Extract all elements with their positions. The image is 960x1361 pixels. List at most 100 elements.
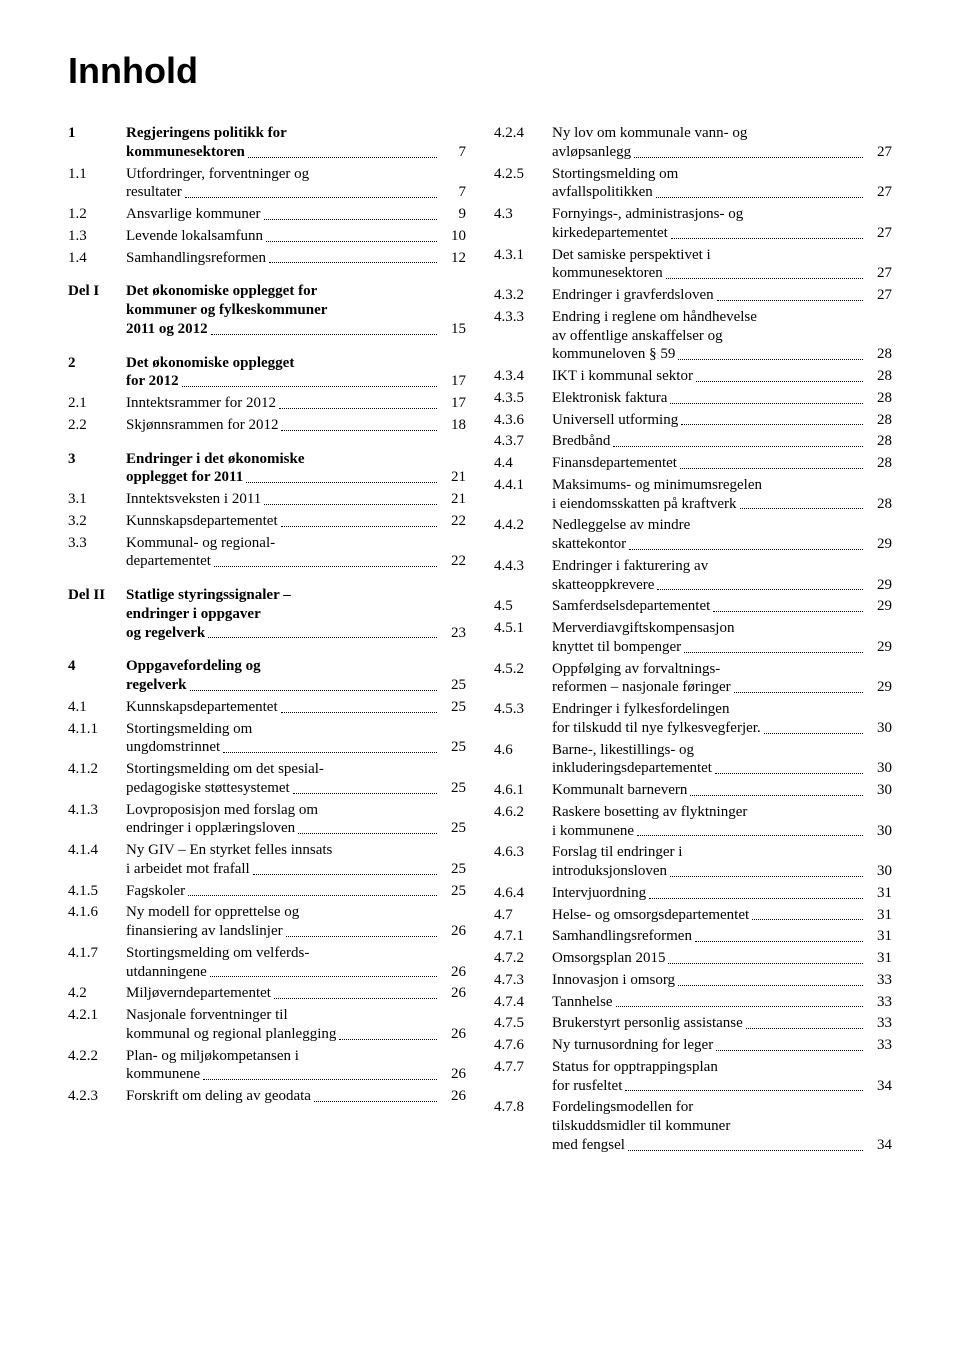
- toc-section-number: 4.3.6: [494, 411, 552, 430]
- toc-entry-label: skatteoppkrevere: [552, 576, 654, 595]
- toc-entry-label: med fengsel: [552, 1136, 625, 1155]
- toc-entry: 4.6.1Kommunalt barnevern30: [494, 781, 892, 800]
- toc-entry-label: Kommunal- og regional-: [126, 534, 466, 553]
- toc-column-right: 4.2.4Ny lov om kommunale vann- ogavløpsa…: [494, 124, 892, 1158]
- toc-entry: 4.3.7Bredbånd28: [494, 432, 892, 451]
- toc-leader-dots: [188, 895, 437, 896]
- toc-entry-label: for rusfeltet: [552, 1077, 622, 1096]
- toc-entry: 4.7.5Brukerstyrt personlig assistanse33: [494, 1014, 892, 1033]
- toc-entry: 4.2.1Nasjonale forventninger til: [68, 1006, 466, 1025]
- toc-entry-label: kommunesektoren: [126, 143, 245, 162]
- toc-entry: departementet22: [68, 552, 466, 571]
- page-title: Innhold: [68, 50, 892, 92]
- toc-leader-dots: [281, 526, 437, 527]
- toc-page-number: 25: [440, 738, 466, 757]
- toc-section-number: 3.1: [68, 490, 126, 509]
- toc-entry-label: kommuneloven § 59: [552, 345, 675, 364]
- toc-entry: resultater7: [68, 183, 466, 202]
- toc-entry-label: reformen – nasjonale føringer: [552, 678, 731, 697]
- toc-leader-dots: [208, 637, 437, 638]
- toc-entry-label: kommunesektoren: [552, 264, 663, 283]
- toc-entry-label: Fagskoler: [126, 882, 185, 901]
- toc-page-number: 28: [866, 389, 892, 408]
- toc-entry-label: Inntektsveksten i 2011: [126, 490, 261, 509]
- toc-entry: 4.3Fornyings-, administrasjons- og: [494, 205, 892, 224]
- toc-leader-dots: [637, 835, 863, 836]
- toc-entry-label: i kommunene: [552, 822, 634, 841]
- toc-entry: 4.3.3Endring i reglene om håndhevelse: [494, 308, 892, 327]
- toc-entry: 4.4Finansdepartementet28: [494, 454, 892, 473]
- toc-section-number: 4.3.2: [494, 286, 552, 305]
- toc-leader-dots: [281, 712, 437, 713]
- toc-entry-label: kommunal og regional planlegging: [126, 1025, 336, 1044]
- toc-leader-dots: [613, 446, 863, 447]
- toc-entry-label: Forskrift om deling av geodata: [126, 1087, 311, 1106]
- toc-section-number: 1.2: [68, 205, 126, 224]
- toc-entry: inkluderingsdepartementet30: [494, 759, 892, 778]
- toc-leader-dots: [668, 963, 863, 964]
- toc-entry-label: endringer i opplæringsloven: [126, 819, 295, 838]
- toc-page-number: 34: [866, 1136, 892, 1155]
- toc-entry: for rusfeltet34: [494, 1077, 892, 1096]
- toc-entry-label: Bredbånd: [552, 432, 610, 451]
- toc-section-number: 4.6.2: [494, 803, 552, 822]
- toc-entry: 4.2Miljøverndepartementet26: [68, 984, 466, 1003]
- toc-entry-label: endringer i oppgaver: [126, 605, 466, 624]
- toc-entry: avfallspolitikken27: [494, 183, 892, 202]
- toc-leader-dots: [616, 1006, 863, 1007]
- toc-page-number: 25: [440, 860, 466, 879]
- toc-entry-label: tilskuddsmidler til kommuner: [552, 1117, 892, 1136]
- toc-entry-label: avløpsanlegg: [552, 143, 631, 162]
- toc-entry-label: Levende lokalsamfunn: [126, 227, 263, 246]
- toc-leader-dots: [190, 690, 437, 691]
- toc-leader-dots: [681, 424, 863, 425]
- toc-section-number: 4.6.4: [494, 884, 552, 903]
- toc-entry-label: regelverk: [126, 676, 187, 695]
- toc-page-number: 22: [440, 552, 466, 571]
- toc-entry: i arbeidet mot frafall25: [68, 860, 466, 879]
- toc-entry: endringer i opplæringsloven25: [68, 819, 466, 838]
- toc-entry: for tilskudd til nye fylkesvegferjer.30: [494, 719, 892, 738]
- toc-entry-label: Miljøverndepartementet: [126, 984, 271, 1003]
- toc-leader-dots: [678, 985, 863, 986]
- toc-entry-label: Intervjuordning: [552, 884, 646, 903]
- toc-entry: Del IIStatlige styringssignaler –: [68, 586, 466, 605]
- toc-section-number: 4.7.1: [494, 927, 552, 946]
- toc-leader-dots: [211, 334, 437, 335]
- toc-entry-label: Stortingsmelding om: [552, 165, 892, 184]
- toc-leader-dots: [279, 408, 437, 409]
- toc-section-number: 4.4: [494, 454, 552, 473]
- toc-entry-label: Skjønnsrammen for 2012: [126, 416, 278, 435]
- toc-leader-dots: [734, 692, 863, 693]
- toc-page-number: 28: [866, 367, 892, 386]
- toc-section-number: 4.1: [68, 698, 126, 717]
- toc-entry: 4.2.5Stortingsmelding om: [494, 165, 892, 184]
- toc-section-number: 4.6.3: [494, 843, 552, 862]
- toc-page-number: 17: [440, 372, 466, 391]
- toc-entry: 4.7.2Omsorgsplan 201531: [494, 949, 892, 968]
- toc-leader-dots: [625, 1090, 863, 1091]
- toc-section-number: 4.1.6: [68, 903, 126, 922]
- toc-page-number: 15: [440, 320, 466, 339]
- toc-section-number: 4.7.7: [494, 1058, 552, 1077]
- toc-leader-dots: [752, 919, 863, 920]
- toc-entry: 4.4.2Nedleggelse av mindre: [494, 516, 892, 535]
- toc-section-number: 1: [68, 124, 126, 143]
- toc-entry: 4.7.1Samhandlingsreformen31: [494, 927, 892, 946]
- toc-entry-label: av offentlige anskaffelser og: [552, 327, 892, 346]
- toc-page-number: 9: [440, 205, 466, 224]
- toc-entry: 4.1.7Stortingsmelding om velferds-: [68, 944, 466, 963]
- toc-leader-dots: [286, 936, 437, 937]
- toc-entry: 1.4Samhandlingsreformen12: [68, 249, 466, 268]
- toc-entry: 4.3.6Universell utforming28: [494, 411, 892, 430]
- toc-entry: 4.5.2Oppfølging av forvaltnings-: [494, 660, 892, 679]
- toc-entry: 4.7.3Innovasjon i omsorg33: [494, 971, 892, 990]
- toc-entry-label: Lovproposisjon med forslag om: [126, 801, 466, 820]
- toc-entry-label: for 2012: [126, 372, 179, 391]
- toc-entry: skatteoppkrevere29: [494, 576, 892, 595]
- toc-leader-dots: [690, 795, 863, 796]
- toc-leader-dots: [214, 566, 437, 567]
- toc-entry-label: Maksimums- og minimumsregelen: [552, 476, 892, 495]
- toc-entry: 4.6.3Forslag til endringer i: [494, 843, 892, 862]
- toc-section-number: 4.5.2: [494, 660, 552, 679]
